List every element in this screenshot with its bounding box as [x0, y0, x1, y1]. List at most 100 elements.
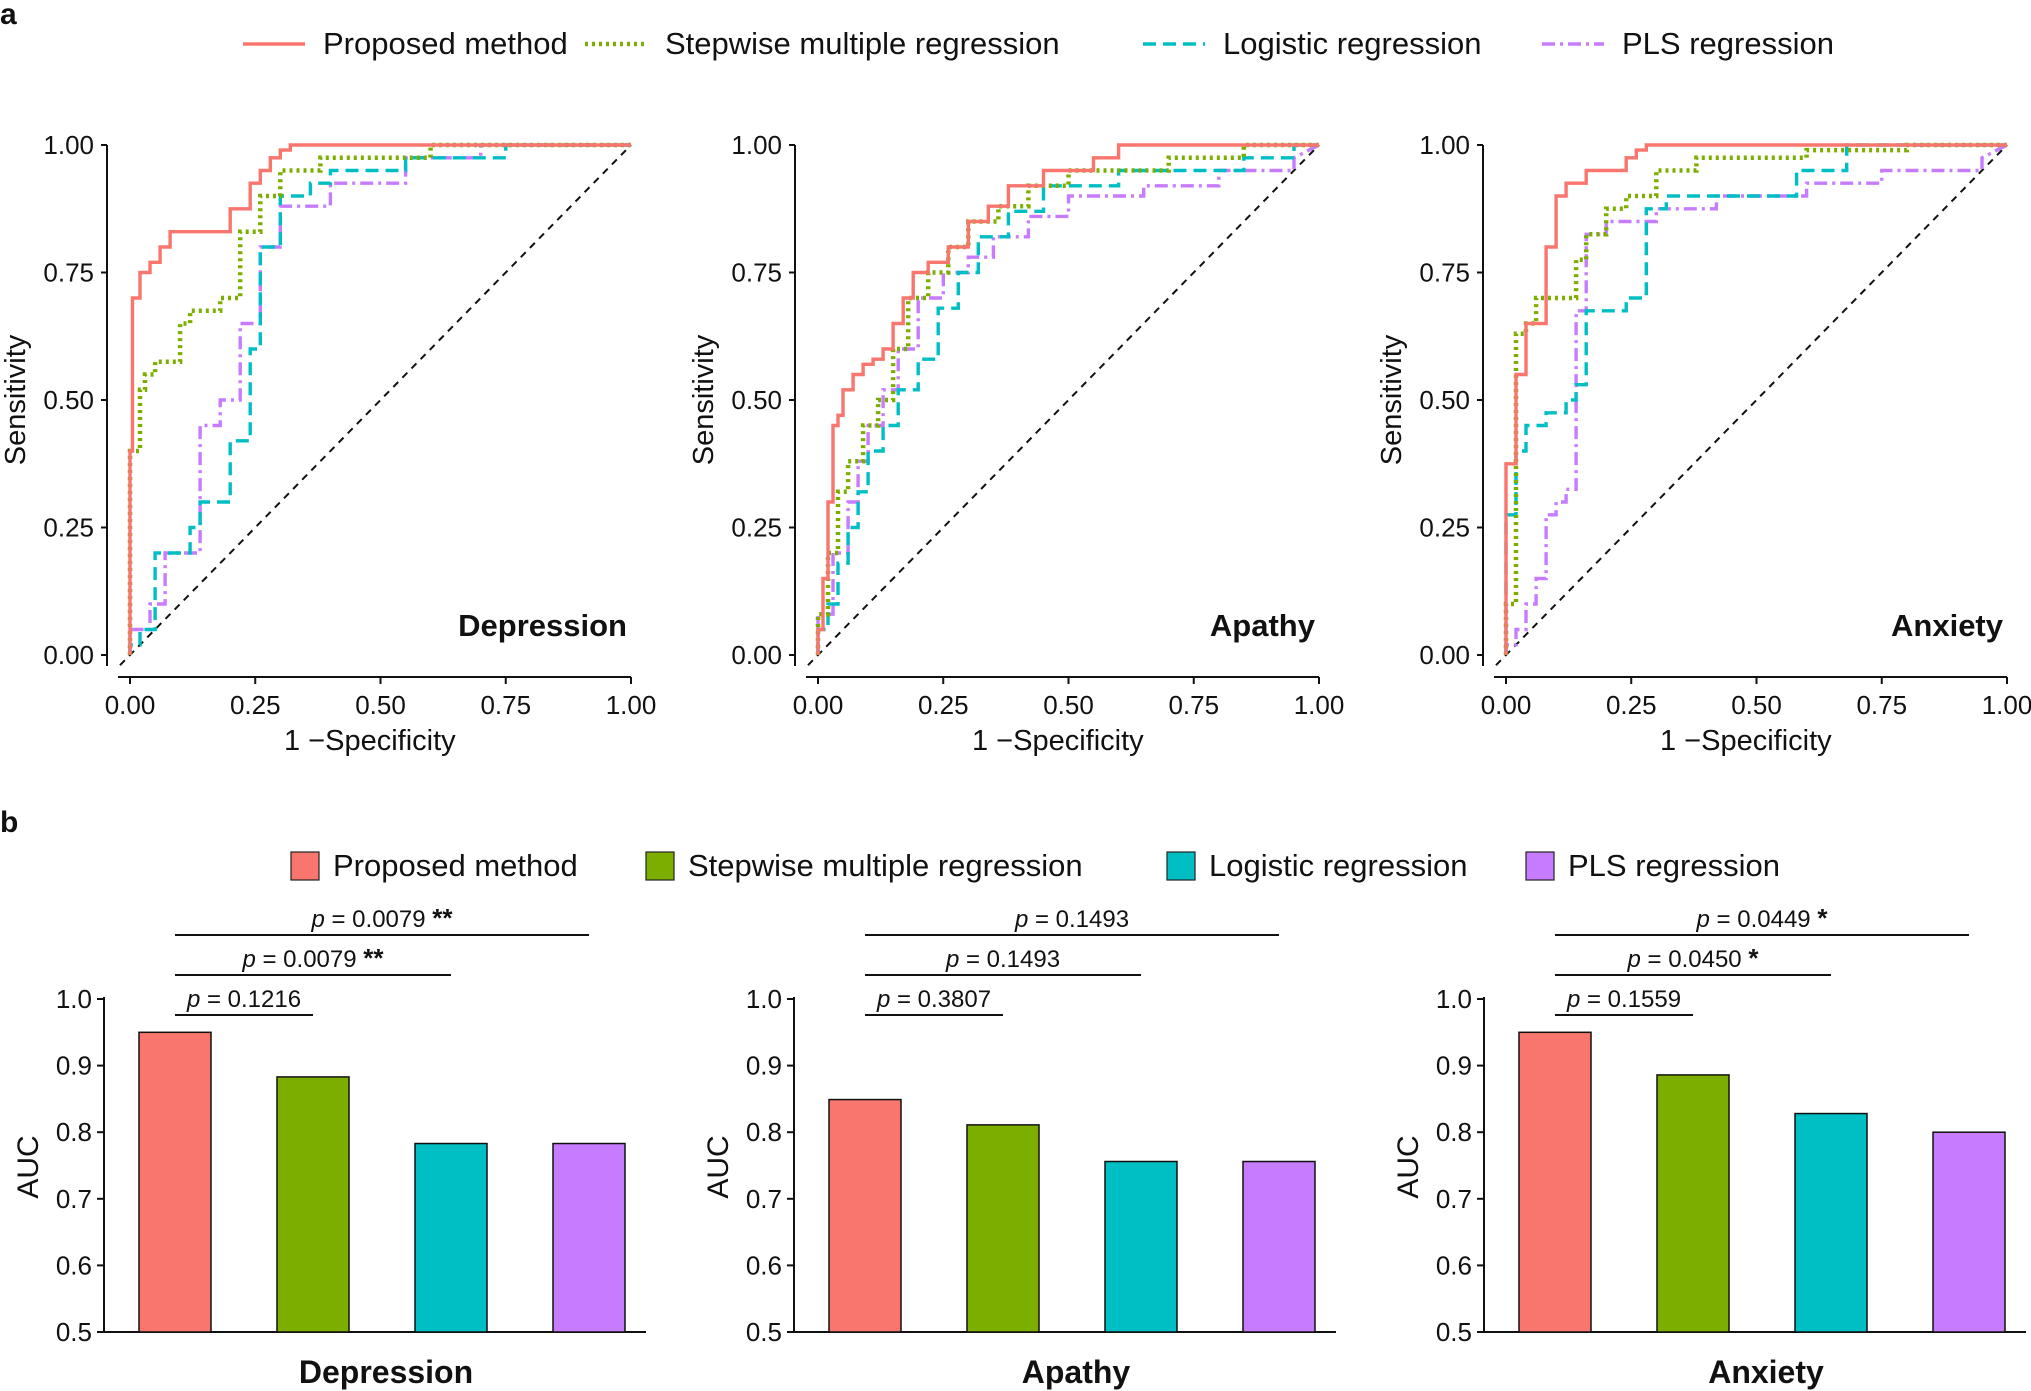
legend-b-item: PLS regression	[1525, 848, 1780, 883]
bar-chart-title: Depression	[299, 1354, 473, 1390]
legend-a-item: PLS regression	[1542, 26, 1834, 61]
roc-x-tick-label: 0.50	[1731, 690, 1782, 720]
roc-y-tick-label: 0.25	[1419, 513, 1470, 543]
panel-a-label: a	[0, 0, 17, 31]
legend-a: Proposed method Stepwise multiple regress…	[243, 26, 1834, 61]
roc-y-tick-label: 1.00	[1419, 130, 1470, 160]
roc-series-line	[1504, 143, 2007, 655]
legend-b-item: Proposed method	[290, 848, 578, 883]
p-symbol: p	[1566, 986, 1580, 1013]
bar-chart: 0.5 0.6 0.7 0.8 0.9 1.0 AUC Depression p = 0.121…	[12, 903, 646, 1390]
significance-label: p = 0.0079 **	[241, 943, 384, 973]
legend-b-item: Logistic regression	[1166, 848, 1467, 883]
p-symbol: p	[876, 986, 890, 1013]
bar	[966, 1124, 1040, 1333]
bar-y-tick-label: 0.6	[746, 1250, 782, 1280]
p-symbol: p	[186, 986, 200, 1013]
bar-y-tick-label: 1.0	[746, 984, 782, 1014]
p-value: = 0.1493	[1028, 906, 1129, 933]
roc-x-tick-label: 0.00	[105, 690, 156, 720]
p-value: = 0.0079	[325, 906, 432, 933]
p-value: = 0.1559	[1580, 986, 1681, 1013]
roc-x-tick-label: 0.75	[480, 690, 531, 720]
roc-x-tick-label: 0.25	[918, 690, 969, 720]
bar-y-tick-label: 0.6	[56, 1250, 92, 1280]
roc-chart: 0.00 0.25 0.50 0.75 1.00 0.00 0.25 0.50 0.75 1.00…	[1376, 130, 2031, 757]
roc-x-tick-label: 1.00	[1294, 690, 1345, 720]
p-value: = 0.0079	[256, 946, 363, 973]
bar-y-tick-label: 0.7	[1436, 1184, 1472, 1214]
roc-x-title: 1 −Specificity	[972, 725, 1144, 757]
significance-label: p = 0.3807	[876, 986, 991, 1013]
significance-label: p = 0.1559	[1566, 986, 1681, 1013]
legend-a-label: Stepwise multiple regression	[665, 26, 1060, 61]
p-symbol: p	[1696, 906, 1710, 933]
significance-label: p = 0.0450 *	[1627, 943, 1760, 973]
significance-label: p = 0.1493	[945, 946, 1060, 973]
roc-chart-title: Apathy	[1210, 608, 1316, 643]
bar-y-tick-label: 0.5	[56, 1317, 92, 1347]
roc-chart-title: Anxiety	[1891, 608, 2004, 643]
p-value: = 0.0449	[1710, 906, 1817, 933]
roc-chart: 0.00 0.25 0.50 0.75 1.00 0.00 0.25 0.50 0.75 1.00…	[0, 130, 656, 757]
roc-y-tick-label: 0.50	[731, 385, 782, 415]
bar-y-tick-label: 1.0	[1436, 984, 1472, 1014]
legend-a-label: Proposed method	[323, 26, 568, 61]
roc-chance-diagonal	[807, 144, 1320, 666]
legend-b: Proposed method Stepwise multiple regress…	[290, 848, 1780, 883]
roc-y-tick-label: 0.50	[1419, 385, 1470, 415]
roc-x-tick-label: 1.00	[1982, 690, 2031, 720]
legend-b-swatch	[645, 851, 675, 881]
roc-x-tick-label: 0.00	[1481, 690, 1532, 720]
legend-a-item: Logistic regression	[1143, 26, 1481, 61]
panel-b-label: b	[0, 806, 18, 839]
roc-x-tick-label: 0.00	[793, 690, 844, 720]
bar	[1794, 1112, 1868, 1333]
roc-y-tick-label: 0.00	[43, 640, 94, 670]
roc-series-line	[815, 142, 1319, 655]
legend-b-label: PLS regression	[1568, 848, 1780, 883]
roc-series-line	[127, 142, 631, 655]
bar-chart-title: Apathy	[1022, 1354, 1131, 1390]
roc-x-tick-label: 0.25	[230, 690, 281, 720]
bar	[276, 1076, 350, 1333]
roc-y-title: Sensitivity	[1376, 334, 1408, 465]
roc-y-tick-label: 0.75	[43, 258, 94, 288]
bar	[414, 1142, 488, 1333]
bar-y-tick-label: 1.0	[56, 984, 92, 1014]
p-symbol: p	[1014, 906, 1028, 933]
roc-y-title: Sensitivity	[688, 334, 720, 465]
roc-x-tick-label: 0.75	[1168, 690, 1219, 720]
roc-y-tick-label: 0.50	[43, 385, 94, 415]
p-symbol: p	[945, 946, 959, 973]
bar-charts: 0.5 0.6 0.7 0.8 0.9 1.0 AUC Depression p = 0.121…	[12, 903, 2026, 1390]
significance-stars: *	[1817, 903, 1828, 933]
legend-b-swatch	[1525, 851, 1555, 881]
p-value: = 0.1493	[959, 946, 1060, 973]
bar-y-tick-label: 0.8	[746, 1117, 782, 1147]
bar-y-title: AUC	[702, 1135, 735, 1198]
bar	[552, 1142, 626, 1333]
roc-y-title: Sensitivity	[0, 334, 32, 465]
bar-y-title: AUC	[1392, 1135, 1425, 1198]
bar	[1104, 1160, 1178, 1333]
roc-series-line	[128, 143, 631, 655]
significance-stars: **	[363, 943, 384, 973]
bar-y-tick-label: 0.8	[56, 1117, 92, 1147]
roc-x-tick-label: 0.25	[1606, 690, 1657, 720]
significance-stars: *	[1748, 943, 1759, 973]
legend-a-item: Proposed method	[243, 26, 568, 61]
roc-series-line	[816, 143, 1319, 655]
p-value: = 0.3807	[890, 986, 991, 1013]
bar-y-tick-label: 0.9	[746, 1051, 782, 1081]
bar-chart-title: Anxiety	[1708, 1354, 1824, 1390]
roc-y-tick-label: 0.25	[731, 513, 782, 543]
legend-b-label: Logistic regression	[1209, 848, 1467, 883]
bar	[1932, 1131, 2006, 1333]
roc-y-tick-label: 0.00	[731, 640, 782, 670]
bar-y-tick-label: 0.7	[56, 1184, 92, 1214]
bar	[1518, 1031, 1592, 1333]
significance-label: p = 0.0449 *	[1696, 903, 1829, 933]
bar-y-tick-label: 0.9	[1436, 1051, 1472, 1081]
